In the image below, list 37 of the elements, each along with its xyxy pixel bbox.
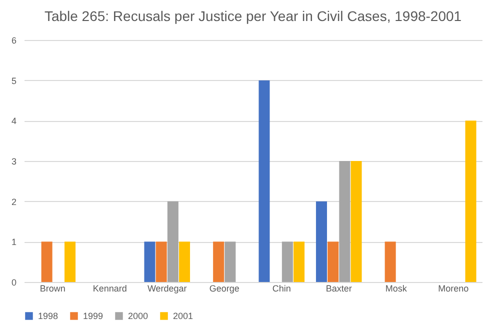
- bar: [328, 242, 339, 282]
- bar: [41, 242, 52, 282]
- bar: [258, 80, 270, 282]
- bar: [144, 242, 156, 282]
- y-tick-label: 5: [11, 76, 16, 86]
- y-tick-label: 2: [11, 196, 16, 207]
- y-tick-label: 1: [11, 237, 16, 248]
- x-tick-label: George: [209, 284, 240, 294]
- y-tick-label: 6: [11, 36, 16, 46]
- bar: [316, 201, 327, 282]
- bar: [213, 242, 224, 282]
- x-tick-label: Mosk: [385, 284, 408, 294]
- x-tick-label: Werdegar: [147, 284, 187, 294]
- bar: [167, 201, 178, 282]
- legend-label: 1999: [83, 311, 104, 321]
- bar: [465, 120, 476, 282]
- bar: [179, 242, 190, 282]
- y-tick-label: 3: [11, 156, 16, 166]
- chart-title: Table 265: Recusals per Justice per Year in Civil Cases, 1998-2001: [44, 8, 462, 24]
- legend-label: 2001: [173, 311, 194, 321]
- x-tick-label: Moreno: [438, 284, 469, 294]
- x-tick-label: Kennard: [92, 284, 127, 294]
- legend-label: 1998: [38, 311, 58, 321]
- bar: [384, 242, 396, 282]
- legend-label: 2000: [128, 311, 148, 321]
- bar: [339, 161, 350, 282]
- y-tick-label: 0: [11, 278, 16, 288]
- bar: [156, 242, 167, 282]
- bar: [282, 242, 293, 282]
- bar: [224, 242, 236, 282]
- bar: [350, 161, 362, 282]
- x-tick-label: Chin: [272, 284, 291, 294]
- x-tick-label: Baxter: [326, 284, 352, 294]
- x-tick-label: Brown: [40, 284, 66, 294]
- bar: [64, 242, 76, 282]
- y-tick-label: 4: [11, 116, 16, 126]
- bar: [294, 242, 305, 282]
